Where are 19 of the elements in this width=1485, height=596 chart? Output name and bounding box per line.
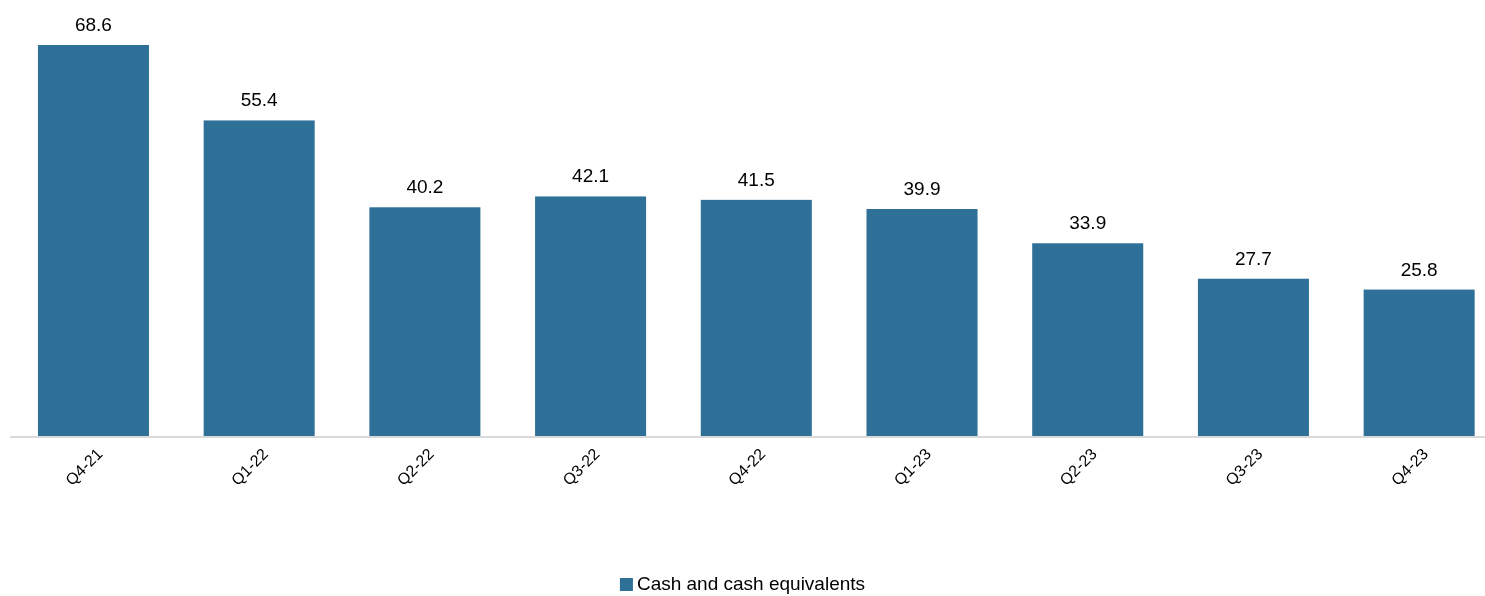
bar [700,199,812,437]
data-label: 25.8 [1400,258,1438,280]
data-label: 40.2 [406,176,444,198]
data-label: 68.6 [74,14,112,35]
data-label: 33.9 [1069,212,1107,234]
bar [37,45,149,437]
bar [1197,278,1309,437]
data-label: 55.4 [240,89,279,111]
bar [1032,243,1144,437]
legend-label: Cash and cash equivalents [636,573,866,594]
data-label: 27.7 [1234,247,1272,269]
data-label: 42.1 [572,165,610,187]
bar [535,196,647,437]
bar [866,209,978,437]
data-label: 39.9 [903,178,941,199]
bar [203,120,315,437]
data-label: 41.5 [737,168,775,190]
bar [1363,289,1475,437]
bar [369,207,481,437]
